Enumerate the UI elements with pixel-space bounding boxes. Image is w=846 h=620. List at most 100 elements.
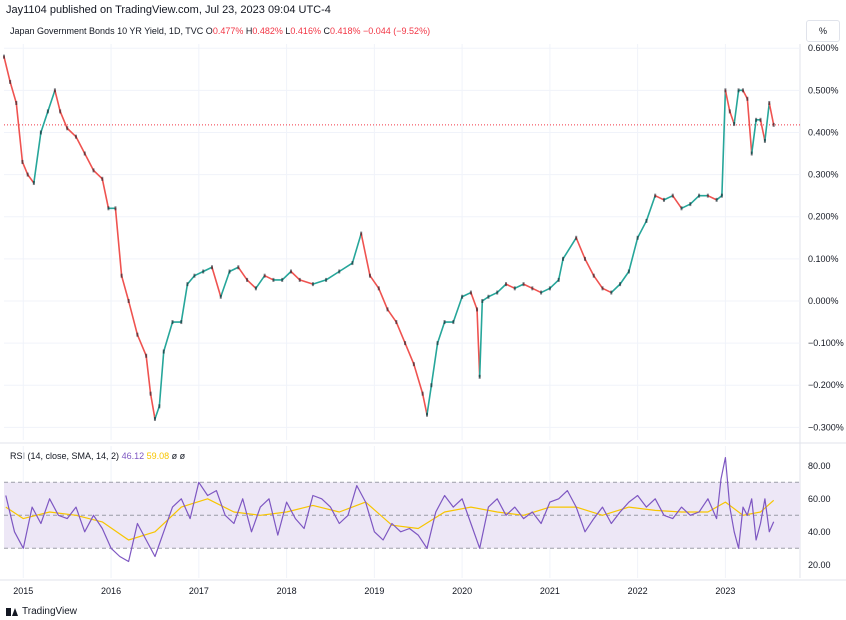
price-segment (531, 287, 542, 294)
price-candle-mark (755, 117, 758, 122)
price-segment (158, 350, 165, 408)
price-segment (575, 236, 586, 260)
price-candle-mark (338, 269, 341, 274)
price-candle-mark (421, 391, 424, 396)
price-segment (59, 110, 68, 130)
price-candle-mark (53, 88, 56, 93)
price-segment (689, 194, 700, 205)
price-segment (33, 131, 42, 184)
x-tick-label: 2015 (13, 586, 33, 596)
price-candle-mark (715, 197, 718, 202)
price-segment (654, 194, 665, 201)
price-segment (728, 110, 735, 125)
high-label: H (245, 26, 253, 36)
price-candle-mark (180, 320, 183, 325)
price-candle-mark (737, 88, 740, 93)
y-tick-label-price: −0.200% (808, 380, 844, 390)
price-candle-mark (680, 206, 683, 211)
price-segment (680, 203, 692, 210)
price-segment (404, 342, 415, 365)
price-segment (228, 266, 240, 273)
price-candle-mark (671, 193, 674, 198)
open-label: O (205, 26, 213, 36)
price-candle-mark (15, 100, 18, 105)
price-segment (759, 119, 766, 142)
price-candle-mark (21, 159, 24, 164)
price-segment (162, 321, 174, 353)
y-tick-label-rsi: 60.00 (808, 494, 831, 504)
x-tick-label: 2017 (189, 586, 209, 596)
price-candle-mark (162, 349, 165, 354)
price-candle-mark (59, 109, 62, 114)
price-segment (645, 194, 656, 222)
price-candle-mark (368, 273, 371, 278)
price-candle-mark (246, 277, 249, 282)
price-segment (513, 283, 525, 290)
price-candle-mark (127, 298, 130, 303)
price-segment (136, 333, 147, 357)
price-candle-mark (728, 109, 731, 114)
y-tick-label-rsi: 40.00 (808, 527, 831, 537)
price-candle-mark (763, 138, 766, 143)
price-segment (461, 291, 472, 298)
price-segment (663, 194, 674, 201)
price-candle-mark (377, 286, 380, 291)
price-candle-mark (476, 307, 479, 312)
price-candle-mark (724, 88, 727, 93)
price-candle-mark (74, 134, 77, 139)
close-value: 0.418% (329, 26, 361, 36)
price-candle-mark (733, 122, 736, 127)
price-candle-mark (228, 269, 231, 274)
price-segment (54, 89, 61, 113)
price-candle-mark (237, 265, 240, 270)
price-candle-mark (311, 282, 314, 287)
price-segment (707, 194, 718, 201)
price-segment (610, 283, 621, 294)
publish-header: Jay1104 published on TradingView.com, Ju… (6, 4, 331, 16)
price-candle-mark (210, 265, 213, 270)
price-segment (246, 279, 257, 290)
price-segment (40, 110, 49, 134)
price-candle-mark (114, 206, 117, 211)
price-segment (733, 89, 740, 125)
price-segment (721, 89, 727, 197)
price-segment (47, 89, 56, 113)
x-tick-label: 2020 (452, 586, 472, 596)
percent-scale-button[interactable]: % (806, 20, 840, 42)
price-segment (211, 266, 222, 298)
price-segment (66, 127, 77, 138)
price-candle-mark (654, 193, 657, 198)
y-tick-label-rsi: 20.00 (808, 560, 831, 570)
price-segment (3, 55, 11, 83)
price-candle-mark (496, 290, 499, 295)
price-segment (768, 102, 775, 126)
price-candle-mark (46, 109, 49, 114)
price-candle-mark (522, 282, 525, 287)
price-candle-mark (746, 96, 749, 101)
price-candle-mark (325, 277, 328, 282)
price-candle-mark (281, 277, 284, 282)
price-segment (360, 232, 371, 277)
price-segment (9, 81, 18, 104)
price-candle-mark (289, 269, 292, 274)
price-candle-mark (768, 100, 771, 105)
price-segment (496, 283, 507, 294)
price-segment (92, 169, 104, 180)
price-candle-mark (513, 286, 516, 291)
price-candle-mark (136, 332, 139, 337)
price-candle-mark (426, 412, 429, 417)
price-candle-mark (531, 286, 534, 291)
y-tick-label-price: 0.300% (808, 170, 839, 180)
price-candle-mark (610, 290, 613, 295)
price-segment (636, 220, 648, 239)
price-candle-mark (706, 193, 709, 198)
price-segment (298, 279, 314, 285)
price-segment (255, 274, 266, 290)
price-candle-mark (3, 54, 5, 59)
price-segment (75, 135, 86, 155)
price-segment (120, 274, 130, 302)
price-segment (601, 287, 613, 294)
price-candle-mark (698, 193, 701, 198)
rsi-legend: RSI (14, close, SMA, 14, 2) 46.12 59.08 … (10, 451, 185, 461)
